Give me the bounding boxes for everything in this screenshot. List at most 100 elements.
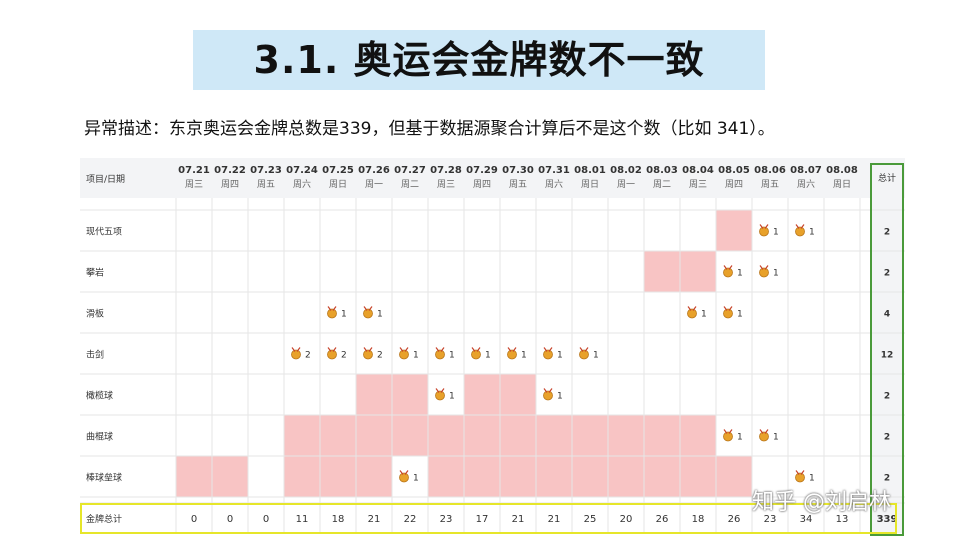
date-header: 08.03 — [646, 165, 678, 176]
weekday-header: 周二 — [401, 179, 419, 190]
medal-ribbon-icon — [795, 224, 805, 229]
gold-medal-icon — [543, 349, 553, 360]
sport-name: 棒球垒球 — [86, 472, 122, 484]
date-header: 08.06 — [754, 165, 786, 176]
gold-medal-icon — [363, 308, 373, 319]
medal-count: 1 — [557, 392, 563, 402]
medal-ribbon-icon — [507, 347, 517, 352]
event-day-cell — [392, 415, 428, 456]
medal-count: 1 — [809, 474, 815, 484]
daily-total: 20 — [620, 514, 633, 525]
weekday-header: 周一 — [365, 179, 383, 190]
medal-table: 项目/日期 07.21 周三 07.22 周四 07.23 周五 07.24 周六 07.25 周日… — [80, 158, 905, 540]
sport-name: 击剑 — [86, 349, 104, 361]
event-day-cell — [464, 456, 500, 497]
event-day-cell — [680, 456, 716, 497]
row-total: 2 — [884, 474, 890, 484]
title-background — [193, 30, 765, 90]
daily-total: 18 — [692, 514, 705, 525]
weekday-header: 周日 — [329, 179, 347, 190]
daily-total: 17 — [476, 514, 489, 525]
event-day-cell — [644, 251, 680, 292]
medal-count: 1 — [521, 351, 527, 361]
medal-count: 2 — [341, 351, 347, 361]
gold-medal-icon — [759, 267, 769, 278]
medal-count: 1 — [773, 269, 779, 279]
event-day-cell — [500, 374, 536, 415]
gold-medal-icon — [399, 349, 409, 360]
event-day-cell — [464, 415, 500, 456]
date-header: 07.29 — [466, 165, 498, 176]
watermark: 知乎 @刘启林 — [752, 490, 891, 515]
medal-count: 1 — [773, 228, 779, 238]
medal-count: 1 — [809, 228, 815, 238]
weekday-header: 周日 — [581, 179, 599, 190]
medal-ribbon-icon — [543, 347, 553, 352]
date-header: 08.04 — [682, 165, 714, 176]
date-header: 07.26 — [358, 165, 390, 176]
row-total: 2 — [884, 228, 890, 238]
event-day-cell — [644, 456, 680, 497]
event-day-cell — [680, 415, 716, 456]
row-total: 4 — [884, 310, 890, 320]
daily-total: 13 — [836, 514, 849, 525]
medal-ribbon-icon — [363, 347, 373, 352]
date-header: 07.31 — [538, 165, 570, 176]
gold-medal-icon — [723, 308, 733, 319]
event-day-cell — [644, 415, 680, 456]
event-day-cell — [428, 456, 464, 497]
daily-total: 23 — [440, 514, 453, 525]
date-header: 07.24 — [286, 165, 318, 176]
medal-ribbon-icon — [795, 470, 805, 475]
row-total: 12 — [881, 351, 894, 361]
event-day-cell — [284, 456, 320, 497]
gold-medal-icon — [435, 349, 445, 360]
gold-medal-icon — [327, 308, 337, 319]
gold-medal-icon — [471, 349, 481, 360]
event-day-cell — [572, 456, 608, 497]
event-day-cell — [716, 210, 752, 251]
gold-medal-icon — [435, 390, 445, 401]
medal-count: 1 — [485, 351, 491, 361]
medal-count: 1 — [413, 351, 419, 361]
medal-ribbon-icon — [723, 265, 733, 270]
medal-count: 1 — [377, 310, 383, 320]
sport-name: 攀岩 — [86, 267, 104, 279]
footer-row-highlight — [80, 503, 897, 534]
event-day-cell — [176, 456, 212, 497]
daily-total: 25 — [584, 514, 597, 525]
gold-medal-icon — [399, 472, 409, 483]
date-header: 08.01 — [574, 165, 606, 176]
daily-total: 22 — [404, 514, 417, 525]
weekday-header: 周三 — [185, 179, 203, 190]
date-header: 07.23 — [250, 165, 282, 176]
medal-ribbon-icon — [543, 388, 553, 393]
gold-medal-icon — [759, 226, 769, 237]
event-day-cell — [464, 374, 500, 415]
total-column-highlight — [870, 163, 904, 536]
weekday-header: 周五 — [509, 179, 527, 190]
medal-count: 1 — [449, 392, 455, 402]
gold-medal-icon — [291, 349, 301, 360]
event-day-cell — [536, 456, 572, 497]
footer-label: 金牌总计 — [86, 513, 122, 525]
medal-ribbon-icon — [327, 347, 337, 352]
weekday-header: 周四 — [473, 179, 491, 190]
daily-total: 21 — [512, 514, 525, 525]
sport-name: 橄榄球 — [86, 390, 113, 402]
medal-count: 1 — [341, 310, 347, 320]
event-day-cell — [356, 374, 392, 415]
medal-ribbon-icon — [399, 470, 409, 475]
sport-name: 曲棍球 — [86, 431, 113, 443]
event-day-cell — [608, 415, 644, 456]
weekday-header: 周四 — [221, 179, 239, 190]
medal-count: 1 — [737, 269, 743, 279]
medal-count: 1 — [413, 474, 419, 484]
medal-ribbon-icon — [363, 306, 373, 311]
event-day-cell — [716, 456, 752, 497]
medal-ribbon-icon — [723, 429, 733, 434]
event-day-cell — [500, 415, 536, 456]
event-day-cell — [356, 456, 392, 497]
daily-total: 18 — [332, 514, 345, 525]
medal-ribbon-icon — [435, 388, 445, 393]
